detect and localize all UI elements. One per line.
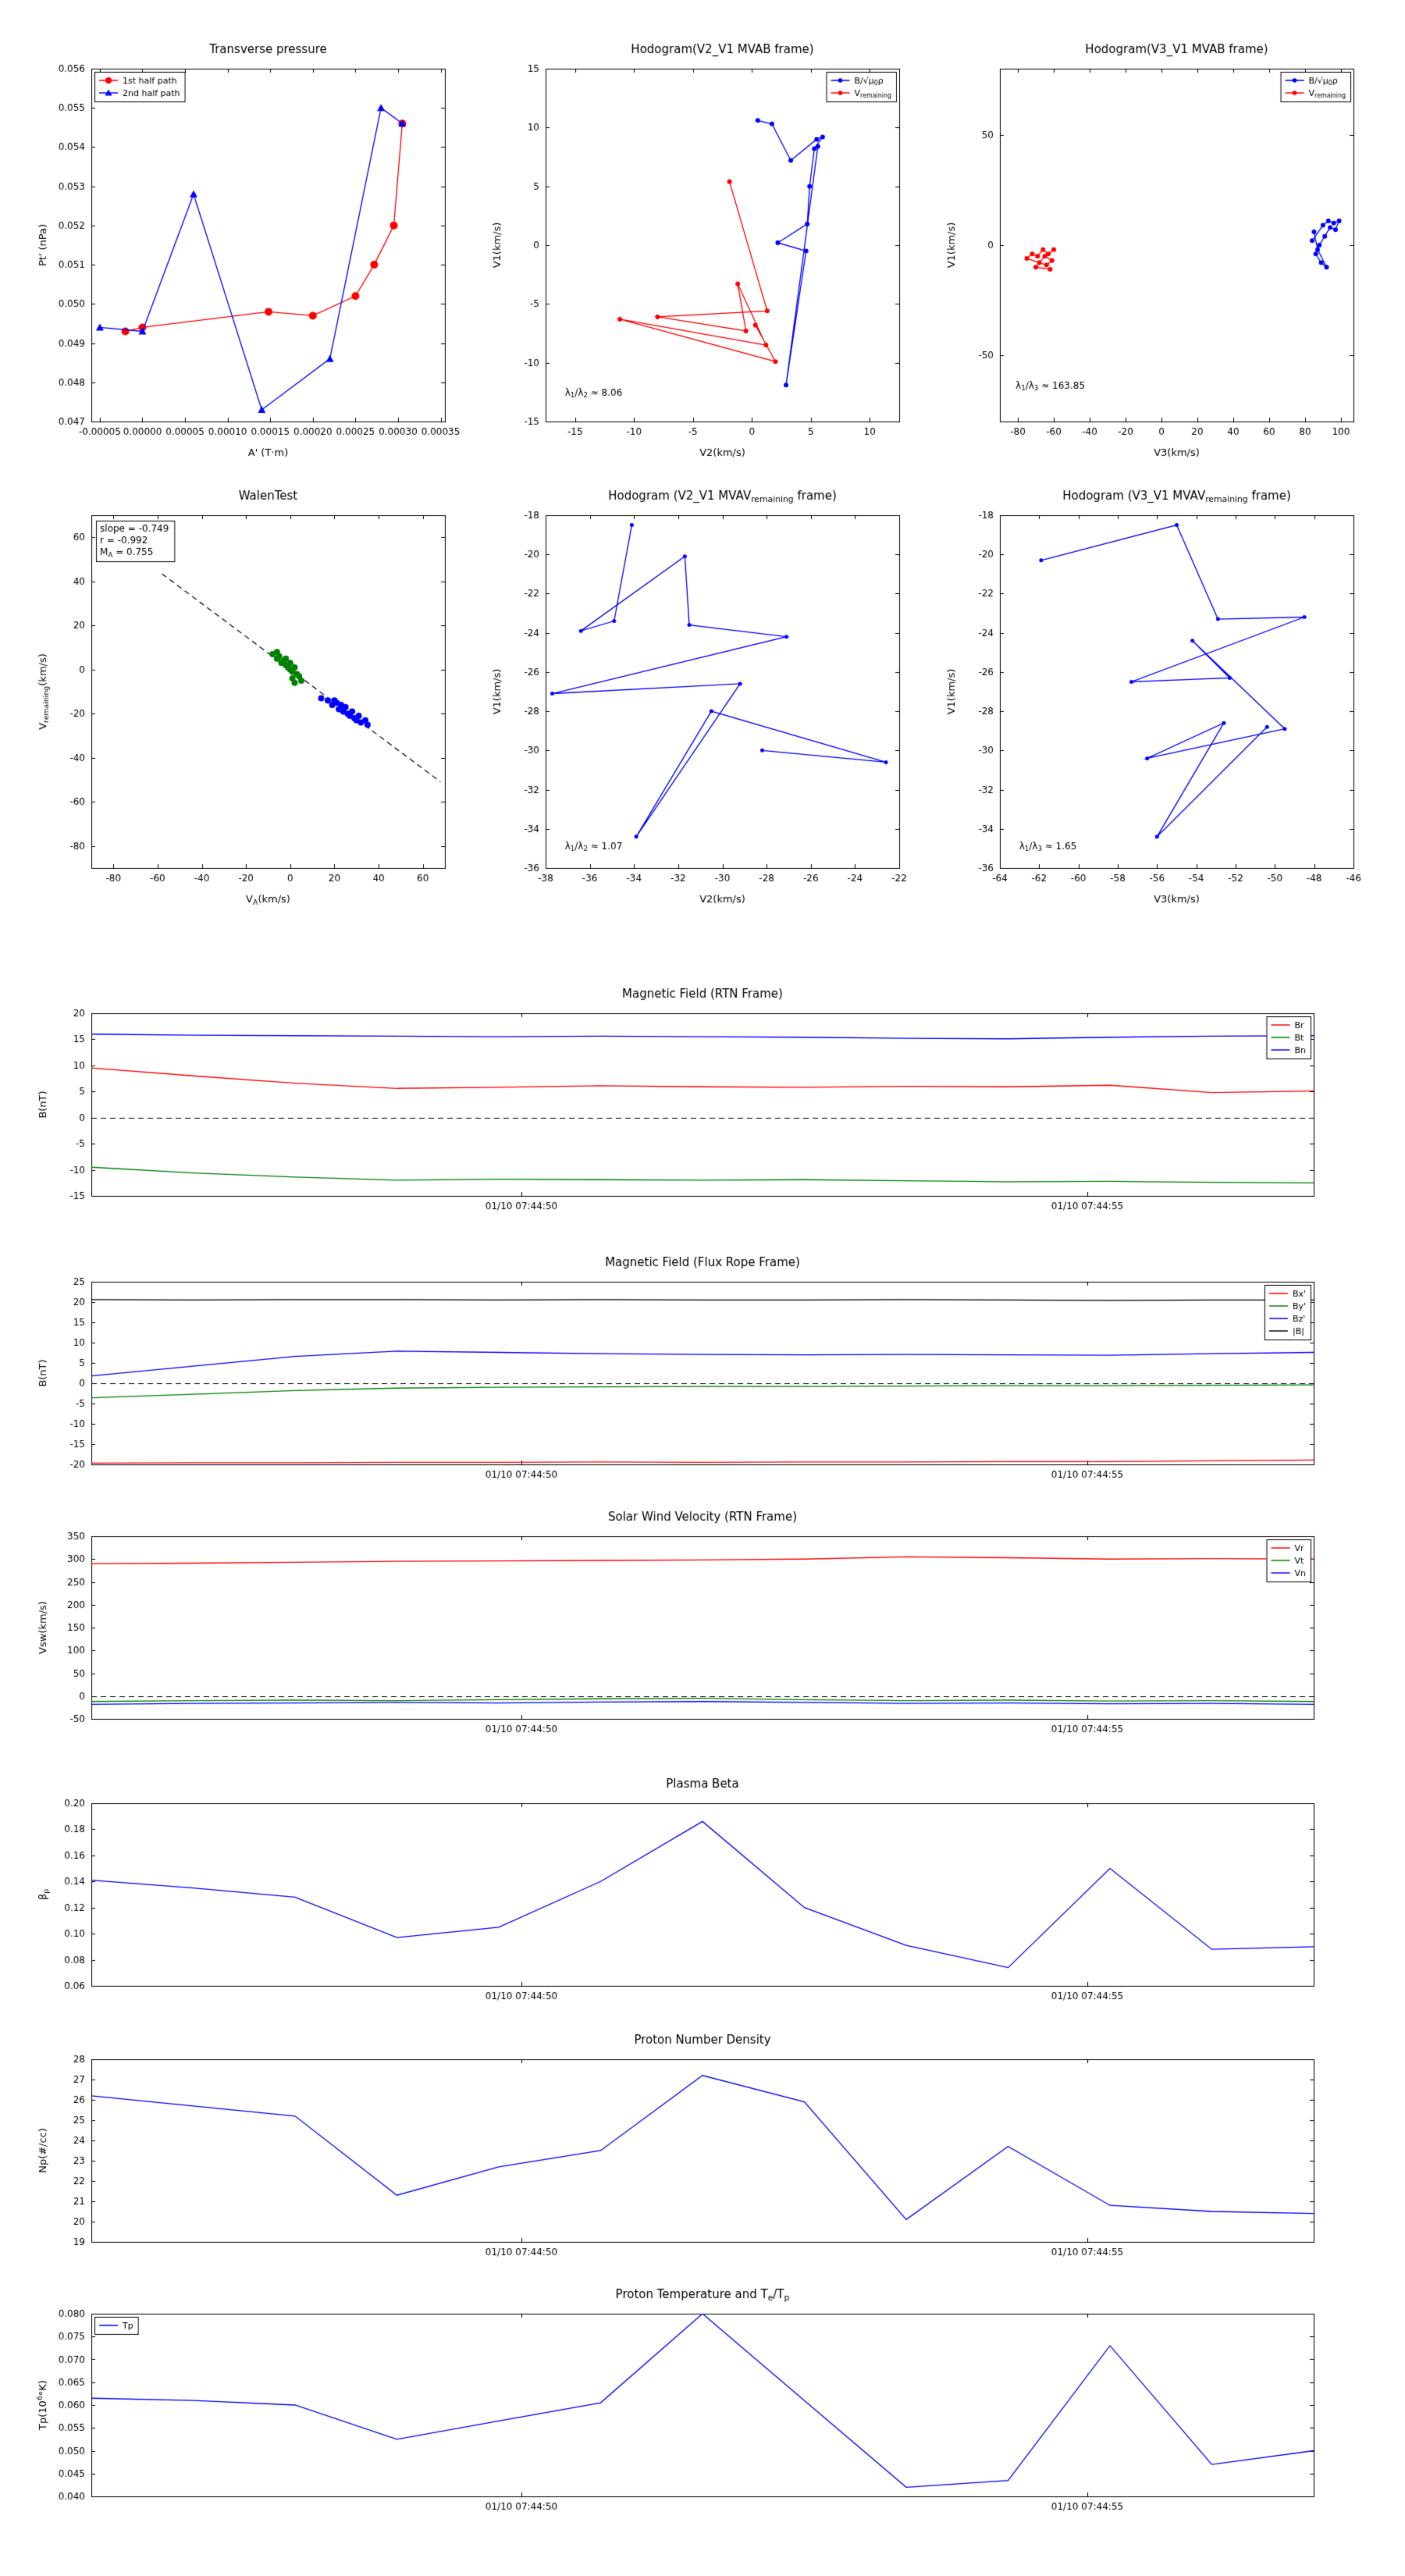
chart-hodogram-v2v1-mvav [454,459,938,965]
chart-magnetic-field-rtn [0,957,1405,1246]
chart-hodogram-v2v1-mvab [454,12,938,518]
chart-plasma-beta [0,1747,1405,2036]
chart-hodogram-v3v1-mvav [909,459,1393,965]
chart-proton-temperature [0,2258,1405,2546]
chart-walen-test [0,459,484,965]
chart-hodogram-v3v1-mvab [909,12,1393,518]
chart-solar-wind-velocity-rtn [0,1480,1405,1769]
chart-magnetic-field-flux-rope [0,1226,1405,1514]
chart-transverse-pressure [0,12,484,518]
chart-proton-number-density [0,2003,1405,2292]
